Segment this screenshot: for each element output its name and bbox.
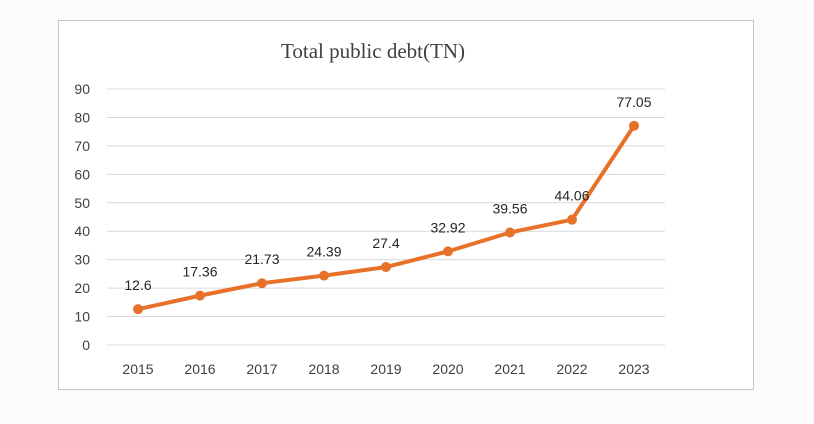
y-tick-label: 50 xyxy=(74,195,90,211)
data-point xyxy=(505,227,515,238)
y-tick-label: 20 xyxy=(74,280,90,296)
data-label: 32.92 xyxy=(430,219,465,235)
data-label: 17.36 xyxy=(182,264,217,280)
x-tick-label: 2018 xyxy=(308,361,339,377)
data-label: 44.06 xyxy=(554,188,589,204)
x-tick-label: 2020 xyxy=(432,361,463,377)
y-tick-label: 10 xyxy=(74,309,90,325)
y-tick-label: 80 xyxy=(74,109,90,125)
y-tick-label: 90 xyxy=(74,81,90,97)
x-tick-label: 2023 xyxy=(618,361,649,377)
data-point xyxy=(133,304,143,315)
series-line xyxy=(136,123,636,312)
data-label: 27.4 xyxy=(372,235,399,251)
data-label: 21.73 xyxy=(244,251,279,267)
y-axis-ticks: 0 10 20 30 40 50 60 70 80 90 xyxy=(74,81,90,353)
data-point xyxy=(381,262,391,273)
data-label: 24.39 xyxy=(306,244,341,260)
x-tick-label: 2021 xyxy=(494,361,525,377)
chart-title: Total public debt(TN) xyxy=(281,39,465,63)
data-point xyxy=(567,214,577,225)
x-tick-label: 2019 xyxy=(370,361,401,377)
x-tick-label: 2022 xyxy=(556,361,587,377)
y-tick-label: 70 xyxy=(74,138,90,154)
data-label: 77.05 xyxy=(616,94,651,110)
x-tick-label: 2017 xyxy=(246,361,277,377)
gridlines xyxy=(107,88,665,346)
data-points xyxy=(133,120,639,315)
x-axis-ticks: 2015 2016 2017 2018 2019 2020 2021 2022 2023 xyxy=(122,361,649,377)
data-label: 39.56 xyxy=(492,200,527,216)
x-tick-label: 2016 xyxy=(184,361,215,377)
x-tick-label: 2015 xyxy=(122,361,153,377)
data-point xyxy=(443,246,453,257)
data-point xyxy=(319,270,329,281)
y-tick-label: 60 xyxy=(74,166,90,182)
data-label: 12.6 xyxy=(124,277,151,293)
y-tick-label: 0 xyxy=(82,337,90,353)
data-point xyxy=(195,290,205,301)
data-labels: 12.6 17.36 21.73 24.39 27.4 32.92 39.56 44.06 77… xyxy=(124,94,651,293)
y-tick-label: 40 xyxy=(74,223,90,239)
data-point xyxy=(629,120,639,131)
y-tick-label: 30 xyxy=(74,252,90,268)
chart-area xyxy=(58,20,754,390)
series-line-path xyxy=(136,123,636,312)
data-point xyxy=(257,278,267,289)
